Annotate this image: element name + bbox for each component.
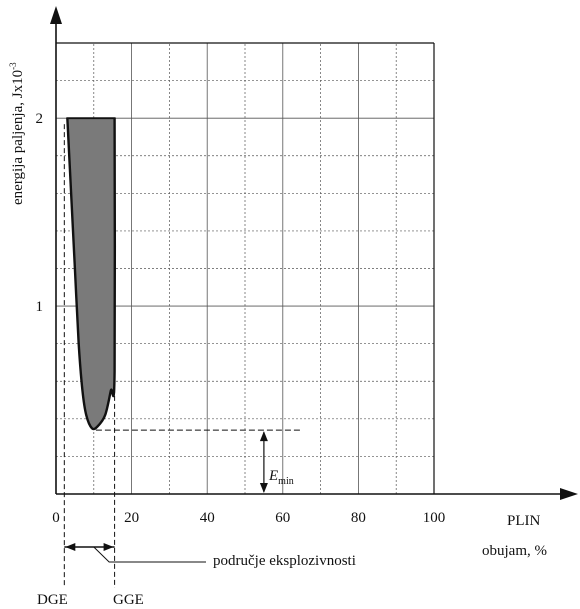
- x-axis-arrow-icon: [560, 488, 578, 500]
- gge-label: GGE: [113, 592, 144, 608]
- emin-arrow-down-icon: [259, 483, 268, 493]
- x-tick-label: 0: [52, 510, 60, 526]
- plot-frame: [56, 42, 435, 494]
- y-axis-arrow-icon: [50, 6, 62, 24]
- emin-label-sub: min: [278, 476, 294, 487]
- x-tick-label: 20: [124, 510, 139, 526]
- y-tick-label: 1: [36, 299, 44, 315]
- y-tick-label: 2: [36, 111, 44, 127]
- emin-label-main: E: [268, 468, 278, 484]
- range-arrow-right-icon: [103, 543, 114, 551]
- x-axis-label-unit: obujam, %: [482, 543, 547, 559]
- x-tick-label: 60: [275, 510, 290, 526]
- dge-label: DGE: [37, 592, 68, 608]
- x-tick-label: 40: [200, 510, 215, 526]
- x-tick-label: 100: [423, 510, 446, 526]
- axes: 0 20 40 60 80 100 1 2: [36, 6, 578, 526]
- emin-arrow-up-icon: [259, 431, 268, 442]
- y-axis-label-main: energija paljenja, Jx10: [10, 70, 26, 205]
- explosive-region-curve: [66, 118, 117, 431]
- range-arrow-left-icon: [65, 543, 76, 551]
- grid: [56, 43, 434, 494]
- x-tick-label: 80: [351, 510, 366, 526]
- y-axis-label: energija paljenja, Jx10-3: [8, 62, 26, 205]
- emin-label: Emin: [268, 468, 294, 487]
- y-axis-label-exponent: -3: [8, 62, 18, 70]
- x-axis-label-plin: PLIN: [507, 513, 541, 529]
- explosive-region: [66, 117, 117, 431]
- range-leader-line: [93, 546, 206, 563]
- annotations: [63, 124, 302, 588]
- range-label: područje eksplozivnosti: [213, 553, 356, 569]
